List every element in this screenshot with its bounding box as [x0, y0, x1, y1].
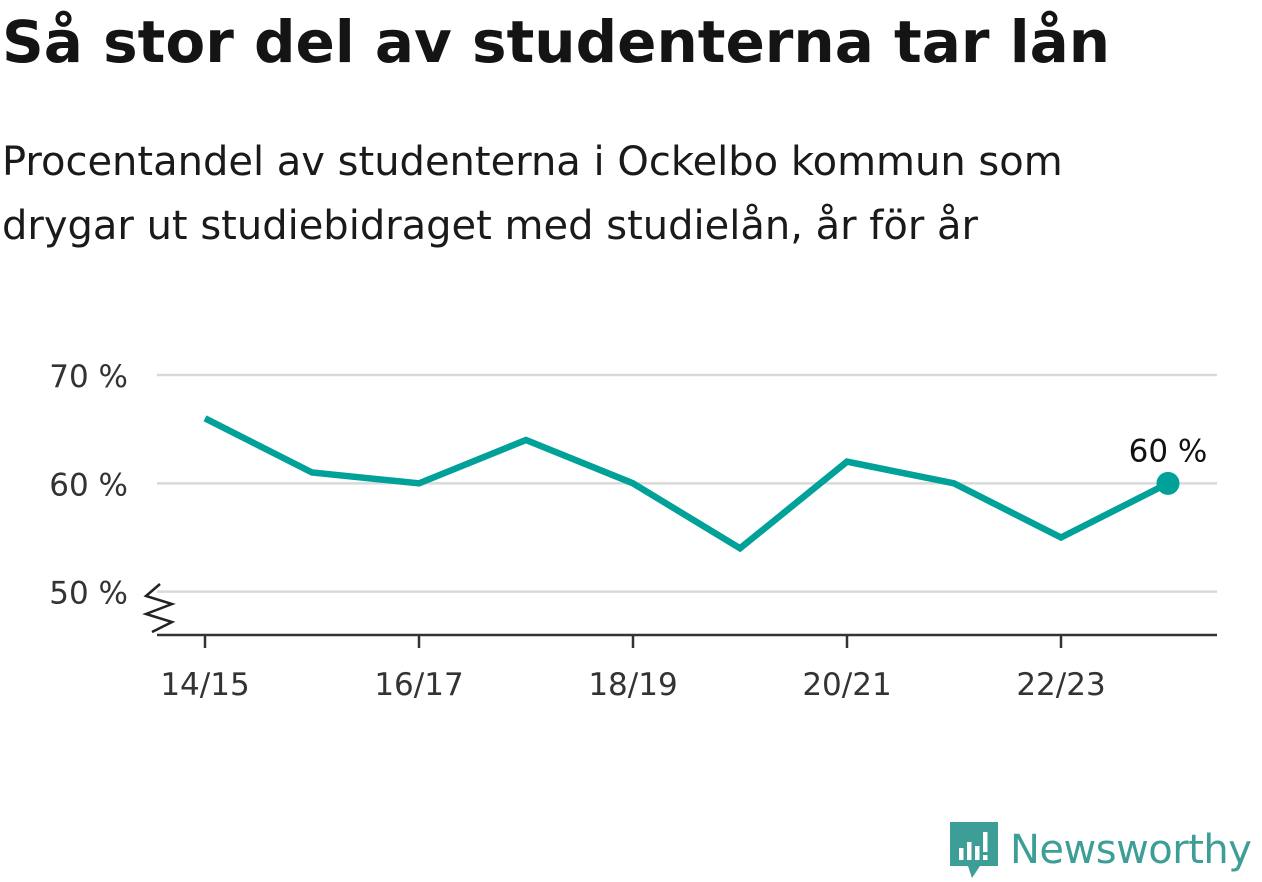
x-axis: [142, 583, 1217, 648]
series-lines: [203, 415, 1180, 553]
gridlines: [157, 373, 1217, 593]
series-line: [203, 415, 1170, 553]
chart-title: Så stor del av studenterna tar lån: [2, 8, 1111, 76]
y-tick-label: 60 %: [49, 467, 128, 503]
data-labels: 60 %: [1129, 433, 1208, 469]
brand-name: Newsworthy: [1010, 827, 1252, 873]
series-end-point: [1156, 471, 1180, 495]
newsworthy-logo-icon: [950, 822, 998, 878]
x-tick-label: 14/15: [160, 667, 249, 703]
y-axis-tick-labels: 50 % 60 % 70 %: [49, 359, 128, 612]
x-tick-label: 20/21: [802, 667, 891, 703]
x-axis-tick-labels: 14/15 16/17 18/19 20/21 22/23: [160, 667, 1105, 703]
chart-subtitle: Procentandel av studenterna i Ockelbo ko…: [2, 139, 1063, 249]
axis-break-icon: [142, 583, 176, 634]
x-tick-label: 16/17: [374, 667, 463, 703]
y-tick-label: 70 %: [49, 359, 128, 395]
x-tick-label: 22/23: [1016, 667, 1105, 703]
newsworthy-logo: Newsworthy: [950, 818, 1252, 882]
end-value-label: 60 %: [1129, 433, 1208, 469]
x-tick-label: 18/19: [588, 667, 677, 703]
y-tick-label: 50 %: [49, 576, 128, 612]
